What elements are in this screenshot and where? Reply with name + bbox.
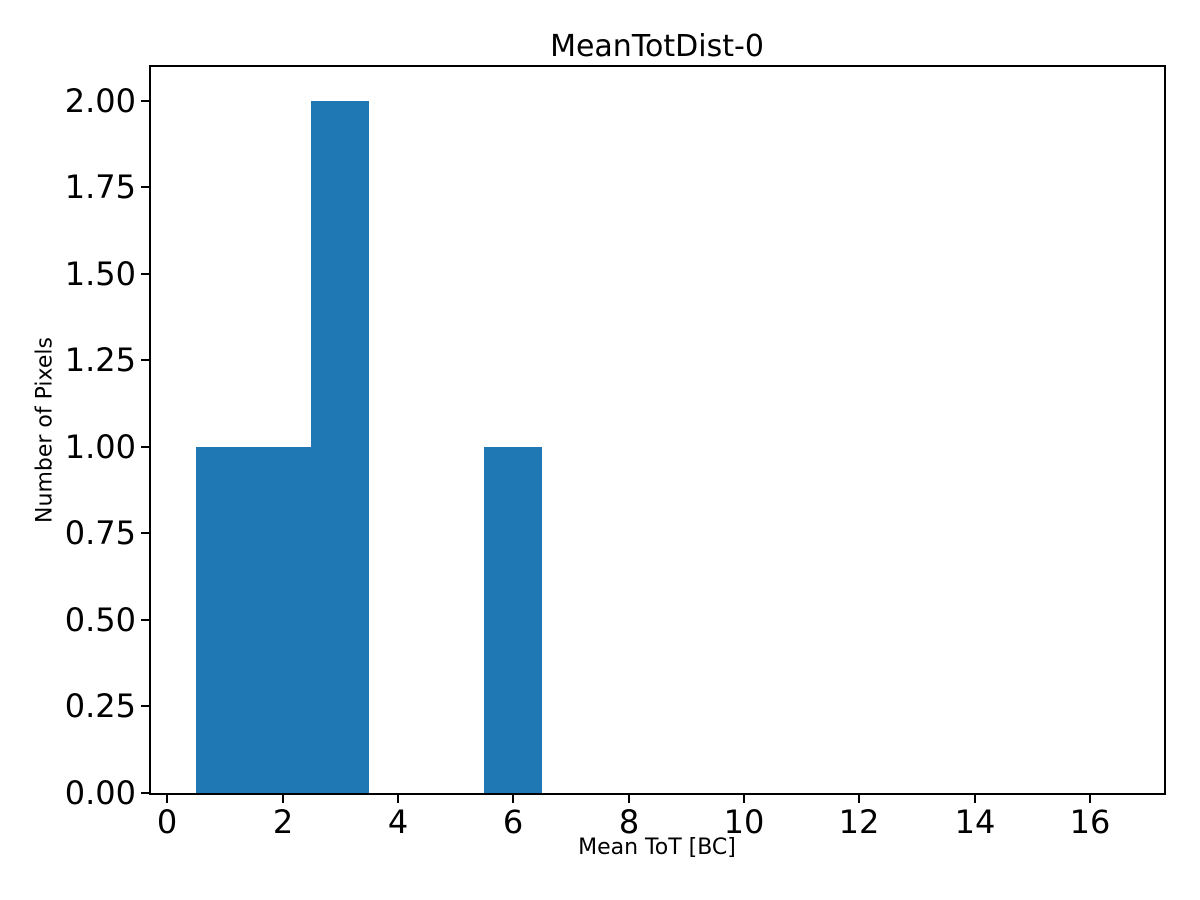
top-spine: [149, 65, 1166, 67]
x-tick-label: 16: [1069, 803, 1111, 841]
x-tick-mark: [512, 795, 514, 803]
y-tick-label: 0.75: [64, 514, 136, 552]
left-spine: [149, 65, 151, 795]
y-tick-mark: [141, 100, 149, 102]
x-tick-label: 8: [618, 803, 640, 841]
histogram-bar: [196, 447, 254, 793]
x-tick-mark: [1089, 795, 1091, 803]
y-tick-mark: [141, 359, 149, 361]
y-tick-mark: [141, 532, 149, 534]
x-axis-label: Mean ToT [BC]: [578, 835, 736, 860]
x-tick-mark: [282, 795, 284, 803]
x-tick-mark: [166, 795, 168, 803]
x-tick-label: 10: [723, 803, 765, 841]
y-tick-label: 0.25: [64, 687, 136, 725]
y-tick-mark: [141, 619, 149, 621]
histogram-bar: [254, 447, 311, 793]
right-spine: [1164, 65, 1166, 795]
y-tick-label: 0.50: [64, 601, 136, 639]
chart-title: MeanTotDist-0: [550, 29, 764, 64]
histogram-bar: [311, 101, 369, 793]
y-tick-label: 1.75: [64, 168, 136, 206]
y-tick-mark: [141, 446, 149, 448]
x-tick-mark: [974, 795, 976, 803]
y-tick-mark: [141, 705, 149, 707]
x-tick-mark: [397, 795, 399, 803]
x-tick-mark: [858, 795, 860, 803]
y-tick-label: 1.50: [64, 255, 136, 293]
bottom-spine: [149, 793, 1166, 795]
x-tick-label: 12: [838, 803, 880, 841]
x-tick-label: 14: [954, 803, 996, 841]
histogram-bar: [484, 447, 542, 793]
plot-area: [150, 66, 1165, 793]
x-tick-label: 4: [387, 803, 409, 841]
y-tick-label: 0.00: [64, 774, 136, 812]
x-tick-mark: [743, 795, 745, 803]
y-tick-mark: [141, 792, 149, 794]
y-tick-mark: [141, 186, 149, 188]
x-tick-label: 6: [502, 803, 524, 841]
x-tick-label: 2: [272, 803, 294, 841]
y-tick-label: 2.00: [64, 82, 136, 120]
x-tick-mark: [628, 795, 630, 803]
y-tick-label: 1.00: [64, 428, 136, 466]
y-tick-mark: [141, 273, 149, 275]
x-tick-label: 0: [156, 803, 178, 841]
y-tick-label: 1.25: [64, 341, 136, 379]
